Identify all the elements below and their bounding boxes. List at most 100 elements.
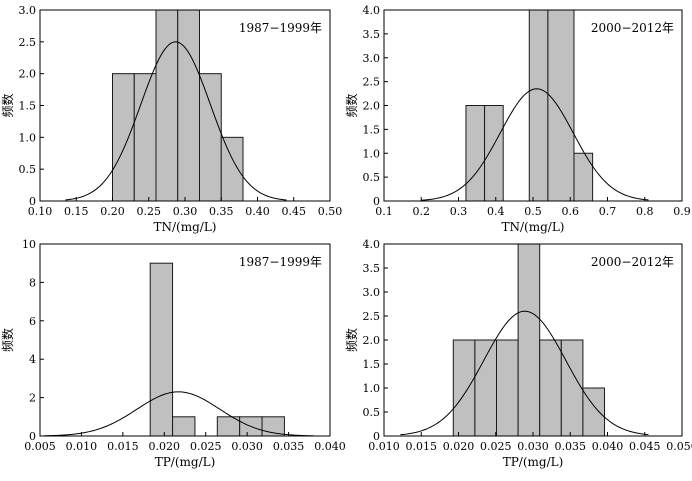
y-tick-label: 1.5 [19,100,37,113]
y-tick-label: 3.5 [363,28,381,41]
y-tick-label: 3.0 [363,52,381,65]
y-tick-label: 1.0 [363,147,381,160]
x-tick-label: 0.020 [443,440,475,453]
y-tick-label: 0 [29,430,36,443]
histogram-bar [149,262,174,437]
y-tick-label: 0 [373,195,380,208]
x-tick-label: 0.050 [666,440,692,453]
x-tick-label: 0.40 [245,205,270,218]
x-tick-label: 0.040 [314,440,346,453]
y-tick-label: 4.0 [363,4,381,17]
y-tick-label: 3.0 [363,286,381,299]
y-axis-label: 频数 [344,93,359,117]
histogram-bar [517,243,541,437]
y-tick-label: 0 [373,430,380,443]
period-label: 1987−1999年 [239,21,322,35]
period-label: 2000−2012年 [591,21,674,35]
x-tick-label: 0.045 [629,440,661,453]
x-tick-label: 0.025 [190,440,222,453]
y-tick-label: 6 [29,315,36,328]
histogram-panel-1: 0.10 0.15 0.20 0.25 0.30 0.35 0.40 0.45 0.50 0 0.5… [0,4,342,234]
y-tick-label: 0.5 [363,406,381,419]
x-tick-label: 0.035 [273,440,305,453]
histogram-bar [220,136,244,202]
normal-fit-curve [400,310,649,436]
y-axis-label: 频数 [0,93,15,117]
y-tick-label: 0 [29,195,36,208]
x-tick-label: 0.030 [517,440,549,453]
x-tick-label: 0.010 [66,440,98,453]
normal-fit-curve [65,41,287,201]
period-label: 2000−2012年 [591,255,674,269]
x-tick-label: 0.015 [107,440,139,453]
y-axis-label: 频数 [344,328,359,352]
y-tick-label: 4.0 [363,238,381,251]
normal-fit-curve [44,391,314,437]
histogram-panel-4: 0.010 0.015 0.020 0.025 0.030 0.035 0.040 0.045… [344,238,692,469]
x-tick-label: 0.1 [375,205,393,218]
histogram-bar [452,339,476,437]
y-tick-label: 2.5 [363,310,381,323]
histogram-bar [199,73,222,202]
y-tick-label: 8 [29,276,36,289]
histogram-bar [528,9,549,202]
y-tick-label: 2 [29,392,36,405]
histogram-panel-3: 0.005 0.010 0.015 0.020 0.025 0.030 0.035 0.040… [0,238,346,469]
histogram-bar [573,152,594,202]
x-tick-label: 0.005 [24,440,56,453]
x-tick-label: 0.6 [562,205,580,218]
x-axis-label: TP/(mg/L) [155,455,216,469]
x-tick-label: 0.15 [64,205,89,218]
histogram-bar [474,339,498,437]
x-tick-label: 0.30 [173,205,198,218]
x-tick-label: 0.020 [149,440,181,453]
x-axis-label: TN/(mg/L) [502,220,565,234]
histogram-bar [539,339,562,437]
x-tick-label: 0.50 [318,205,343,218]
period-label: 1987−1999年 [239,255,322,269]
histogram-bar [112,73,135,202]
x-tick-label: 0.4 [487,205,505,218]
x-tick-label: 0.030 [231,440,263,453]
histogram-panel-2: 0.1 0.2 0.3 0.4 0.5 0.6 0.7 0.8 0.9 0 0.5 1.0 1.5 2.0… [344,4,691,234]
x-tick-label: 0.25 [137,205,162,218]
x-tick-label: 0.5 [524,205,542,218]
x-tick-label: 0.015 [406,440,438,453]
y-tick-label: 0.5 [363,171,381,184]
x-tick-label: 0.9 [673,205,691,218]
histogram-bar [177,9,200,202]
histogram-bar [560,339,584,437]
y-tick-label: 3.0 [19,4,37,17]
y-tick-label: 1.0 [19,131,37,144]
y-tick-label: 2.0 [363,100,381,113]
y-tick-label: 4 [29,353,36,366]
x-tick-label: 0.10 [28,205,53,218]
y-tick-label: 3.5 [363,262,381,275]
histogram-bar [172,416,196,437]
y-axis-label: 频数 [0,328,15,352]
x-axis-label: TN/(mg/L) [154,220,217,234]
x-tick-label: 0.040 [592,440,624,453]
histogram-bar [496,339,519,437]
x-tick-label: 0.3 [450,205,468,218]
plot-frame [39,243,331,437]
histogram-bar [484,105,504,202]
y-tick-label: 2.5 [19,36,37,49]
x-tick-label: 0.025 [480,440,512,453]
x-tick-label: 0.45 [282,205,307,218]
y-tick-label: 1.5 [363,358,381,371]
x-tick-label: 0.035 [555,440,587,453]
y-tick-label: 2.5 [363,76,381,89]
x-tick-label: 0.010 [368,440,400,453]
y-tick-label: 1.5 [363,123,381,136]
x-tick-label: 0.35 [209,205,234,218]
normal-fit-curve [421,88,649,201]
x-tick-label: 0.2 [413,205,431,218]
y-tick-label: 0.5 [19,163,37,176]
x-tick-label: 0.7 [599,205,617,218]
histogram-bar [155,9,179,202]
histogram-bar [465,105,486,202]
x-tick-label: 0.20 [100,205,125,218]
y-tick-label: 2.0 [19,68,37,81]
